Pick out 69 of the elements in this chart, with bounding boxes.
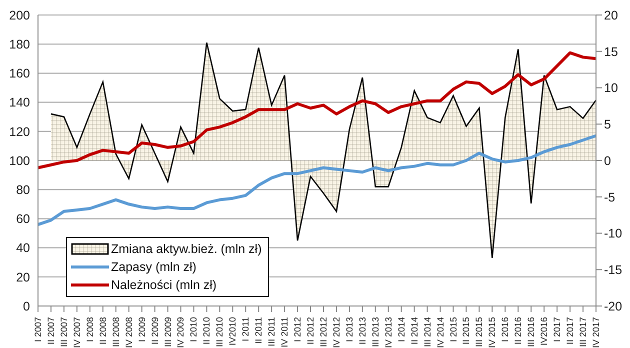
x-tick-label: II 2015 <box>461 317 472 345</box>
x-tick-label: III 2009 <box>162 317 173 348</box>
y2-tick-label: -5 <box>604 190 616 204</box>
y-tick-label: 140 <box>9 96 30 110</box>
x-tick-label: III 2016 <box>526 317 536 348</box>
y-tick-label: 120 <box>9 124 30 139</box>
x-tick-label: III 2007 <box>58 317 69 348</box>
x-tick-label: III 2017 <box>578 317 588 348</box>
x-tick-label: III 2014 <box>422 317 432 348</box>
x-tick-label: II 2014 <box>409 317 420 345</box>
x-tick-label: IV2010 <box>228 317 238 346</box>
x-tick-label: II 2008 <box>98 317 108 345</box>
x-tick-label: IV 2009 <box>176 317 186 348</box>
x-tick-label: I 2007 <box>33 317 43 342</box>
x-tick-label: III 2008 <box>110 317 121 348</box>
legend-label: Zapasy (mln zł) <box>111 260 196 274</box>
x-tick-label: I 2015 <box>448 317 458 342</box>
y-tick-label: 80 <box>16 183 30 198</box>
line-series <box>36 51 598 170</box>
x-tick-label: II 2017 <box>565 317 576 345</box>
x-tick-label: I 2010 <box>188 317 199 342</box>
x-tick-label: III 2012 <box>318 317 328 348</box>
x-tick-label: IV 2017 <box>591 317 601 348</box>
y2-tick-label: -10 <box>604 226 622 241</box>
x-tick-label: II 2010 <box>202 317 212 345</box>
x-tick-label: I 2017 <box>552 317 562 342</box>
legend-label: Zmiana aktyw.bież. (mln zł) <box>111 242 262 256</box>
x-tick-label: I 2009 <box>136 317 147 342</box>
x-tick-label: IV 2014 <box>435 317 446 348</box>
x-tick-label: II 2011 <box>254 317 264 344</box>
x-tick-label: II 2012 <box>306 317 316 345</box>
x-tick-label: I 2012 <box>292 317 303 342</box>
y-tick-label: 40 <box>16 241 30 256</box>
y-tick-label: 200 <box>9 8 30 22</box>
x-tick-label: I 2008 <box>84 317 95 342</box>
x-tick-label: I 2013 <box>344 317 354 342</box>
y2-tick-label: 15 <box>604 44 618 59</box>
x-tick-label: II 2013 <box>357 317 368 345</box>
line-series <box>36 134 598 226</box>
x-tick-label: IV 2015 <box>487 317 498 348</box>
x-tick-label: II 2007 <box>46 317 56 345</box>
x-tick-label: II 2016 <box>513 317 524 345</box>
y-tick-label: 160 <box>9 66 30 81</box>
legend-label: Należności (mln zł) <box>111 278 217 292</box>
x-tick-label: IV 2007 <box>72 317 82 348</box>
x-tick-label: III 2015 <box>474 317 484 348</box>
x-tick-label: IV2016 <box>539 317 550 346</box>
y-tick-label: 20 <box>16 270 30 284</box>
y2-tick-label: -20 <box>604 299 622 314</box>
x-tick-label: II 2009 <box>150 317 160 345</box>
y2-tick-label: 10 <box>604 81 618 96</box>
x-tick-label: IV 2012 <box>331 317 342 348</box>
y2-tick-label: 20 <box>604 8 618 22</box>
x-tick-label: I 2016 <box>500 317 510 342</box>
y-tick-label: 0 <box>23 299 30 314</box>
y2-tick-label: 5 <box>604 118 611 132</box>
x-tick-label: IV 2011 <box>280 317 290 348</box>
x-tick-label: IV 2013 <box>383 317 394 348</box>
x-tick-label: III 2011 <box>266 317 277 346</box>
x-tick-label: III 2010 <box>214 317 225 348</box>
y-tick-label: 180 <box>9 38 30 52</box>
y2-tick-label: -15 <box>604 263 622 278</box>
y-tick-label: 60 <box>16 212 30 226</box>
x-tick-label: I 2011 <box>240 317 251 342</box>
x-tick-label: I 2014 <box>396 317 406 342</box>
x-tick-label: IV 2008 <box>124 317 134 348</box>
y-tick-label: 100 <box>9 154 30 168</box>
x-tick-label: III 2013 <box>370 317 380 348</box>
y2-tick-label: 0 <box>604 154 611 168</box>
